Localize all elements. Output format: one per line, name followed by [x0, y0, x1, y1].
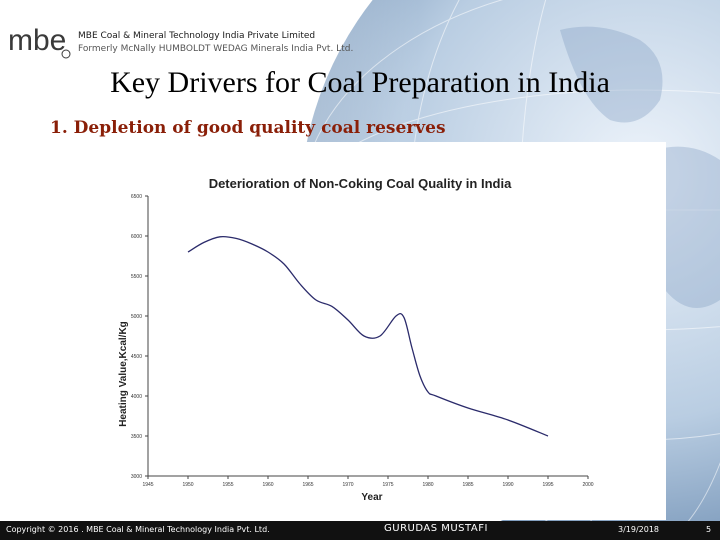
y-tick-label: 6000	[131, 234, 142, 240]
footer-date: 3/19/2018	[618, 525, 660, 534]
x-tick-label: 1950	[182, 482, 193, 488]
y-tick-label: 3000	[131, 474, 142, 480]
y-tick-label: 5000	[131, 314, 142, 320]
x-tick-label: 1990	[502, 482, 513, 488]
chart-y-label: Heating Value,Kcal/Kg	[118, 321, 129, 427]
company-logo: mbe	[8, 22, 72, 66]
slide-title: Key Drivers for Coal Preparation in Indi…	[110, 66, 610, 99]
footer-author: GURUDAS MUSTAFI	[384, 523, 488, 534]
x-tick-label: 1960	[262, 482, 273, 488]
y-tick-label: 4000	[131, 394, 142, 400]
y-tick-label: 4500	[131, 354, 142, 360]
chart: Deterioration of Non-Coking Coal Quality…	[118, 176, 594, 503]
x-tick-label: 1985	[462, 482, 473, 488]
footer-copyright: Copyright © 2016 . MBE Coal & Mineral Te…	[6, 525, 270, 534]
x-tick-label: 1965	[302, 482, 313, 488]
x-tick-label: 1980	[422, 482, 433, 488]
x-tick-label: 1970	[342, 482, 353, 488]
footer-page-number: 5	[706, 525, 712, 534]
x-tick-label: 1955	[222, 482, 233, 488]
chart-title: Deterioration of Non-Coking Coal Quality…	[209, 176, 512, 191]
chart-x-label: Year	[361, 492, 382, 503]
y-tick-label: 6500	[131, 194, 142, 200]
y-tick-label: 5500	[131, 274, 142, 280]
slide-subtitle: 1. Depletion of good quality coal reserv…	[50, 118, 446, 138]
x-tick-label: 1995	[542, 482, 553, 488]
series-line-heating-value	[187, 235, 549, 437]
company-name: MBE Coal & Mineral Technology India Priv…	[78, 31, 316, 41]
footer-bar: Copyright © 2016 . MBE Coal & Mineral Te…	[0, 521, 720, 540]
company-former-name: Formerly McNally HUMBOLDT WEDAG Minerals…	[78, 44, 354, 54]
chart-panel: Deterioration of Non-Coking Coal Quality…	[108, 142, 666, 520]
x-tick-label: 2000	[582, 482, 593, 488]
y-tick-label: 3500	[131, 434, 142, 440]
x-tick-label: 1975	[382, 482, 393, 488]
company-block: MBE Coal & Mineral Technology India Priv…	[78, 30, 353, 56]
x-tick-label: 1945	[142, 482, 153, 488]
logo-text: mbe	[8, 24, 66, 57]
